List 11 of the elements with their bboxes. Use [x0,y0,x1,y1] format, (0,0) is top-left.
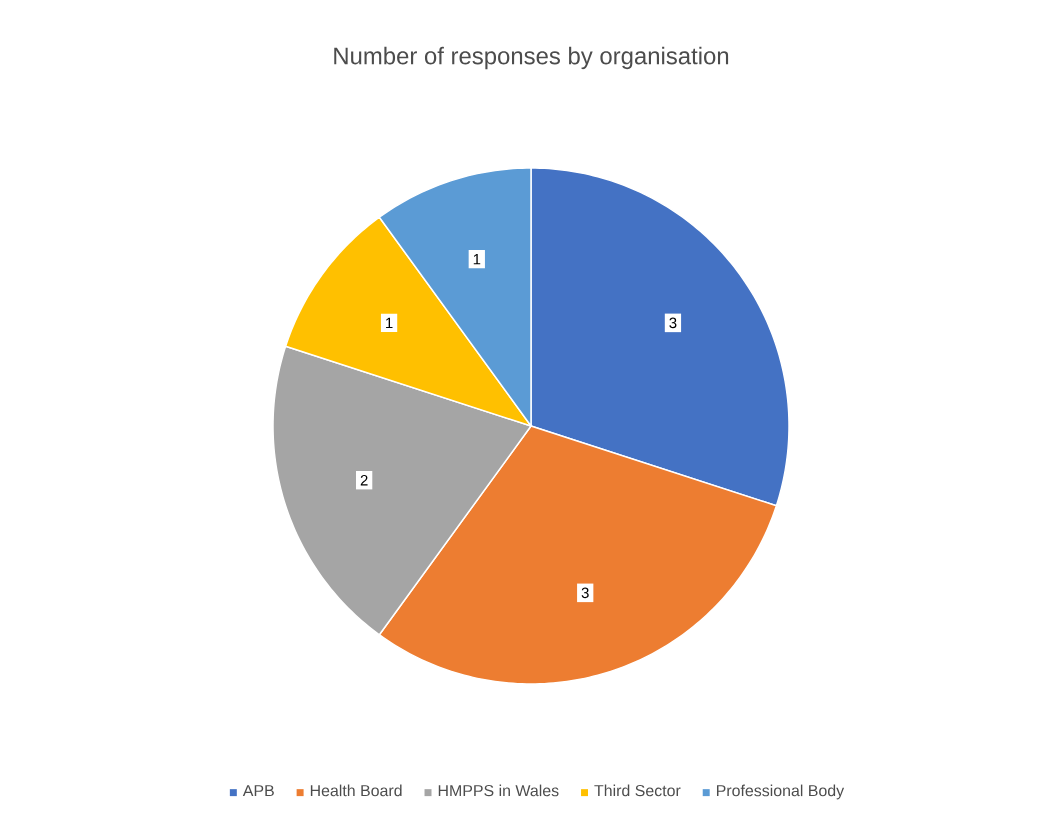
data-label: 1 [386,317,393,329]
legend-label: Health Board [310,784,402,797]
data-label: 2 [360,474,368,486]
legend-label: APB [242,785,274,797]
legend-label: HMPPS in Wales [438,784,559,797]
legend-label: Professional Body [716,784,845,800]
legend-label: Third Sector [594,784,681,797]
data-label: 3 [669,317,677,329]
data-label: 1 [473,254,481,265]
chart-title: Number of responses by organisation [334,46,729,70]
data-label: 3 [581,587,589,599]
